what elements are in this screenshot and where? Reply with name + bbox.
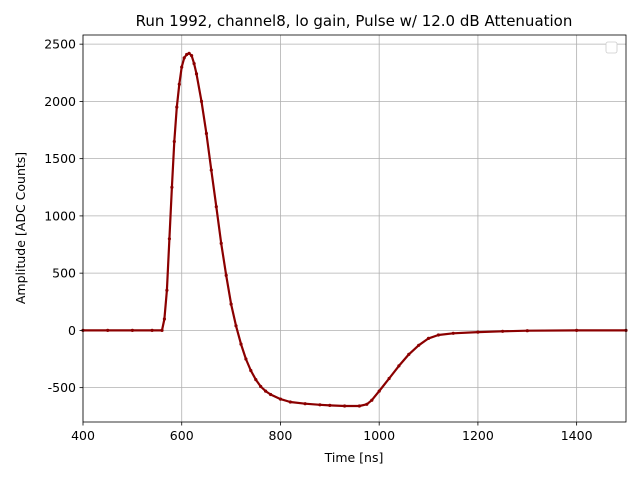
y-tick-label: 2000	[44, 94, 76, 109]
data-point	[192, 62, 196, 66]
data-point	[397, 364, 401, 368]
data-point	[377, 389, 381, 393]
data-point	[177, 82, 181, 86]
chart-title: Run 1992, channel8, lo gain, Pulse w/ 12…	[136, 12, 573, 30]
x-tick-label: 600	[170, 428, 194, 443]
data-point	[365, 402, 369, 406]
y-axis-label: Amplitude [ADC Counts]	[13, 152, 28, 304]
data-point	[199, 99, 204, 103]
data-point	[106, 328, 110, 332]
y-tick-label: 1500	[44, 151, 76, 166]
data-point	[343, 404, 347, 408]
x-tick-label: 1400	[561, 428, 593, 443]
data-point	[269, 392, 273, 397]
tick-layer: 400 600 800 1000 1200 1400 -500 0 500 1000 1500 200…	[44, 37, 592, 443]
data-point	[224, 273, 228, 277]
data-point	[165, 288, 169, 292]
data-point	[328, 403, 332, 407]
data-point	[318, 403, 322, 407]
data-point	[436, 333, 440, 337]
data-point	[194, 72, 199, 76]
data-point	[476, 330, 480, 334]
data-point	[239, 342, 243, 346]
data-point	[264, 389, 268, 393]
data-point	[170, 185, 174, 189]
y-tick-label: 500	[52, 266, 76, 281]
plot-frame	[82, 34, 627, 423]
data-layer	[81, 51, 628, 408]
x-tick-label: 1200	[462, 428, 494, 443]
data-point	[370, 398, 374, 402]
x-axis-label: Time [ns]	[324, 450, 384, 465]
data-point	[187, 51, 191, 55]
data-point	[150, 328, 154, 332]
data-point	[167, 237, 171, 241]
data-point	[575, 328, 579, 332]
data-point	[182, 56, 186, 60]
pulse-trace	[83, 52, 626, 408]
y-tick-label: -500	[48, 380, 76, 395]
data-point	[229, 302, 233, 306]
data-point	[387, 376, 391, 381]
data-point	[426, 336, 431, 340]
legend-box	[605, 41, 618, 54]
data-point	[451, 331, 455, 335]
grid-layer	[82, 35, 626, 422]
data-point	[244, 357, 248, 361]
data-point	[357, 404, 361, 408]
data-point	[209, 168, 213, 172]
x-tick-label: 800	[269, 428, 293, 443]
data-point	[249, 368, 253, 373]
data-point	[219, 241, 223, 245]
data-point	[303, 402, 307, 406]
data-point	[162, 317, 166, 321]
data-point	[190, 54, 194, 58]
data-point	[160, 328, 164, 332]
data-point	[501, 329, 505, 333]
x-tick-label: 1000	[363, 428, 395, 443]
y-tick-label: 1000	[44, 208, 76, 223]
data-point	[234, 324, 238, 328]
y-tick-label: 0	[68, 323, 76, 338]
data-point	[254, 378, 258, 382]
data-point	[259, 384, 263, 389]
data-point	[278, 397, 283, 401]
data-point	[175, 105, 179, 109]
data-point	[185, 52, 189, 57]
data-point	[172, 139, 176, 144]
data-point	[180, 65, 184, 69]
x-tick-label: 400	[71, 428, 95, 443]
data-point	[417, 343, 421, 347]
data-point	[130, 328, 134, 332]
data-point	[407, 352, 411, 356]
data-point	[204, 131, 208, 136]
y-tick-label: 2500	[44, 37, 76, 52]
data-point	[214, 205, 218, 209]
data-point	[288, 400, 292, 404]
data-point	[525, 329, 529, 333]
